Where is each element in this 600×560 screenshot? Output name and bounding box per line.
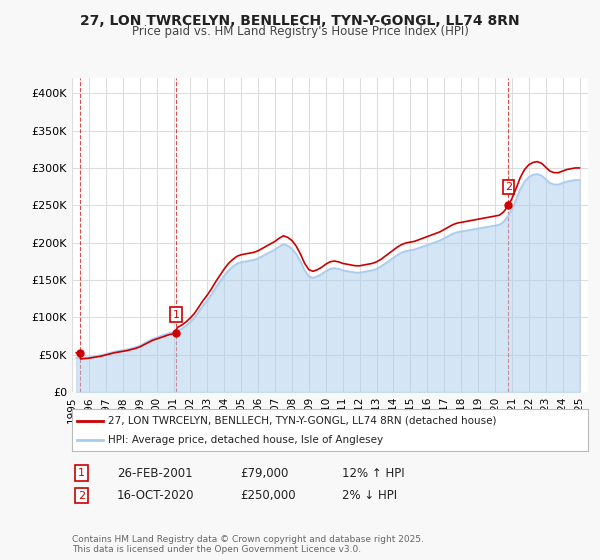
Text: Price paid vs. HM Land Registry's House Price Index (HPI): Price paid vs. HM Land Registry's House …: [131, 25, 469, 38]
Text: 26-FEB-2001: 26-FEB-2001: [117, 466, 193, 480]
Text: 2: 2: [78, 491, 85, 501]
Text: 1: 1: [78, 468, 85, 478]
Text: £79,000: £79,000: [240, 466, 289, 480]
Text: 16-OCT-2020: 16-OCT-2020: [117, 489, 194, 502]
Text: 12% ↑ HPI: 12% ↑ HPI: [342, 466, 404, 480]
Text: £250,000: £250,000: [240, 489, 296, 502]
Text: 2% ↓ HPI: 2% ↓ HPI: [342, 489, 397, 502]
Text: 2: 2: [505, 182, 512, 192]
Text: 27, LON TWRCELYN, BENLLECH, TYN-Y-GONGL, LL74 8RN (detached house): 27, LON TWRCELYN, BENLLECH, TYN-Y-GONGL,…: [108, 416, 497, 426]
Text: HPI: Average price, detached house, Isle of Anglesey: HPI: Average price, detached house, Isle…: [108, 435, 383, 445]
Text: Contains HM Land Registry data © Crown copyright and database right 2025.
This d: Contains HM Land Registry data © Crown c…: [72, 535, 424, 554]
Text: 1: 1: [173, 310, 179, 320]
Text: 27, LON TWRCELYN, BENLLECH, TYN-Y-GONGL, LL74 8RN: 27, LON TWRCELYN, BENLLECH, TYN-Y-GONGL,…: [80, 14, 520, 28]
